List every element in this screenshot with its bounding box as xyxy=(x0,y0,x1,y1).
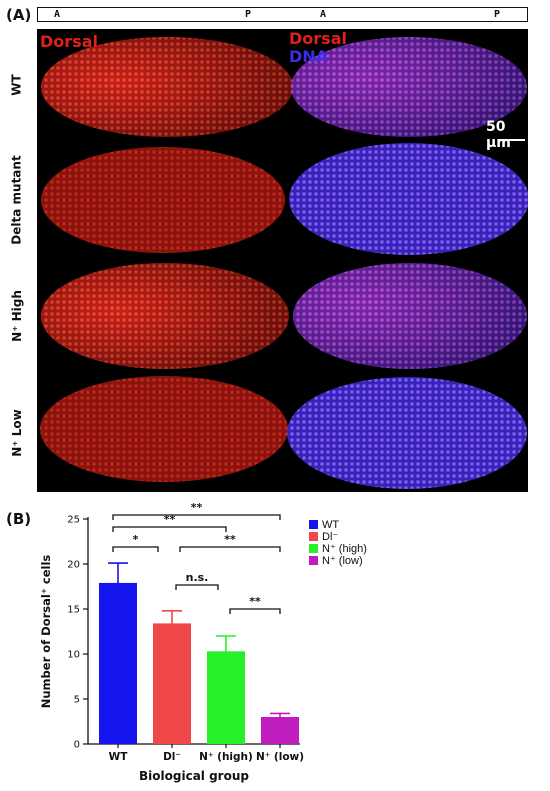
significance-bracket xyxy=(112,526,227,532)
significance-label: ** xyxy=(224,533,236,546)
significance-label: ** xyxy=(191,501,203,514)
legend-swatch xyxy=(309,544,318,553)
bar xyxy=(153,623,191,744)
legend-swatch xyxy=(309,532,318,541)
panel-b-label: (B) xyxy=(6,510,32,528)
embryo-delta-dorsal xyxy=(41,147,285,253)
row-label-wt: WT xyxy=(9,74,24,96)
row-label-n-low: N⁺ Low xyxy=(10,408,24,457)
embryo-n-low-dorsal xyxy=(40,376,288,482)
y-tick-label: 20 xyxy=(67,560,80,571)
legend-label: Dl⁻ xyxy=(322,531,338,543)
significance-label: ** xyxy=(164,513,176,526)
legend-swatch xyxy=(309,556,318,565)
legend-label: WT xyxy=(322,519,339,531)
stain-label-dorsal-right: Dorsal xyxy=(289,29,347,48)
ap-label-anterior-right: A xyxy=(320,9,327,20)
anterior-posterior-axis-bar: A P A P xyxy=(37,7,528,22)
microscopy-image-grid: Dorsal Dorsal DNA 50 μm xyxy=(37,29,529,492)
row-label-n-high: N⁺ High xyxy=(10,290,24,342)
x-axis-title: Biological group xyxy=(139,769,249,783)
embryo-n-low-merge xyxy=(287,377,527,489)
significance-bracket xyxy=(179,546,281,552)
significance-bracket xyxy=(175,584,219,590)
stain-label-dorsal-left: Dorsal xyxy=(40,32,98,51)
embryo-delta-merge xyxy=(289,143,529,255)
significance-label: n.s. xyxy=(186,571,209,584)
y-tick-label: 10 xyxy=(67,650,80,661)
stain-label-dna: DNA xyxy=(289,47,329,66)
legend-swatch xyxy=(309,520,318,529)
panel-a-label: (A) xyxy=(6,6,32,24)
significance-label: * xyxy=(133,533,139,546)
ap-label-posterior-right: P xyxy=(494,9,501,20)
legend-label: N⁺ (high) xyxy=(322,543,367,555)
x-tick-label: WT xyxy=(109,751,129,763)
y-tick-label: 5 xyxy=(74,695,80,706)
significance-label: ** xyxy=(249,595,261,608)
significance-bracket xyxy=(112,546,159,552)
y-tick-label: 25 xyxy=(67,515,80,526)
embryo-micrographs xyxy=(40,37,529,489)
significance-bracket xyxy=(229,608,281,614)
significance-bracket xyxy=(112,514,281,520)
x-tick-label: N⁺ (low) xyxy=(256,751,304,763)
y-axis-title: Number of Dorsal⁺ cells xyxy=(39,555,53,709)
bar xyxy=(99,582,137,744)
bar xyxy=(261,717,299,744)
legend-label: N⁺ (low) xyxy=(322,555,363,567)
row-label-delta-mutant: Delta mutant xyxy=(10,155,25,245)
y-tick-label: 15 xyxy=(67,605,80,616)
x-tick-label: N⁺ (high) xyxy=(199,751,253,763)
x-tick-label: Dl⁻ xyxy=(163,751,181,763)
ap-label-anterior-left: A xyxy=(54,9,61,20)
ap-label-posterior-left: P xyxy=(245,9,252,20)
scale-bar-label: 50 μm xyxy=(486,119,511,151)
y-tick-label: 0 xyxy=(74,740,80,751)
bar xyxy=(207,651,245,744)
